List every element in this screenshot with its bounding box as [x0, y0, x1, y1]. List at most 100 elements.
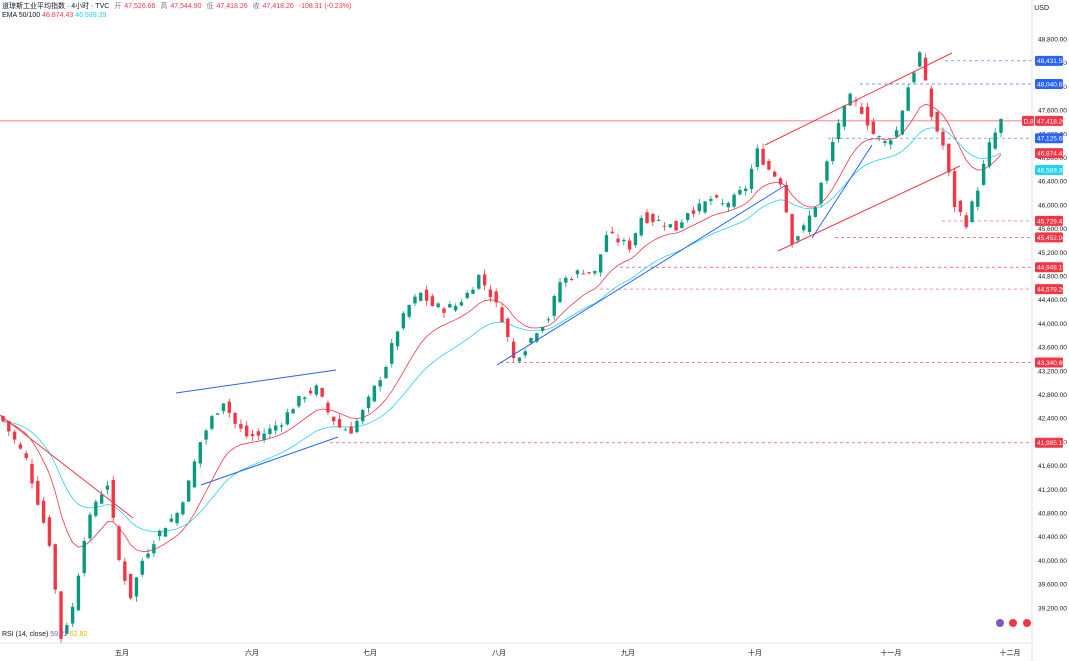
price-label-box [1035, 148, 1063, 159]
candle-body [987, 142, 992, 167]
y-tick-label: 41,200.00 [1038, 487, 1067, 494]
event-flag-icon[interactable] [996, 619, 1004, 627]
symbol-title[interactable]: 道琼斯工业平均指数 · 4小时 · TVC [2, 3, 110, 10]
candle-body [540, 327, 545, 331]
candle-body [94, 501, 98, 516]
candle-body [41, 500, 46, 523]
candle-body [552, 295, 556, 316]
currency-label[interactable]: USD [1034, 5, 1049, 12]
candle-body [685, 213, 690, 220]
y-tick-label: 48,800.00 [1038, 37, 1067, 44]
high-value: 47,544.90 [170, 3, 202, 10]
candle-body [297, 396, 301, 407]
price-label-box [1035, 215, 1063, 226]
candle-body [436, 303, 440, 308]
candle-body [900, 110, 905, 135]
candle-body [430, 296, 435, 307]
candle-body [738, 189, 742, 195]
candle-body [697, 203, 701, 212]
x-tick-label: 五月 [115, 649, 129, 657]
trendline[interactable] [811, 144, 873, 239]
price-label-box [1035, 78, 1063, 89]
candle-body [378, 380, 382, 387]
candle-body [308, 390, 313, 394]
y-tick-label: 41,600.00 [1038, 463, 1067, 470]
candle-body [865, 106, 870, 126]
candle-body [912, 72, 916, 83]
trendline[interactable] [175, 369, 337, 394]
candle-body [651, 213, 655, 223]
open-value: 47,526.66 [124, 3, 156, 10]
price-label: 47,125.65 [1037, 136, 1066, 143]
candle-body [883, 141, 887, 143]
candle-body [477, 274, 481, 289]
price-label-box [1035, 55, 1063, 66]
trendline[interactable] [764, 52, 953, 146]
candle-body [262, 433, 266, 440]
candle-body [152, 544, 156, 554]
ema50-value: 46,874.43 [42, 12, 74, 19]
ema-legend[interactable]: EMA 50/100 46,874.43 46,589.39 [2, 12, 106, 19]
candle-body [372, 385, 377, 402]
x-tick-label: 七月 [363, 648, 377, 657]
candle-body [894, 130, 899, 137]
candle-body [587, 272, 591, 274]
x-tick-label: 六月 [245, 648, 259, 657]
candle-body [390, 343, 394, 364]
candle-body [326, 402, 330, 413]
candle-body [645, 212, 649, 223]
candle-body [871, 121, 876, 135]
candle-body [192, 461, 197, 488]
price-label: 44,579.20 [1037, 286, 1066, 293]
candle-body [517, 357, 522, 362]
candle-body [558, 282, 562, 303]
candle-body [506, 318, 510, 337]
candle-body [419, 292, 423, 301]
candle-body [279, 425, 284, 427]
candle-body [674, 220, 678, 231]
candle-body [123, 561, 127, 581]
rsi-value-1: 59.22 [50, 631, 68, 638]
high-label: 高 [160, 3, 168, 10]
y-tick-label: 43,200.00 [1038, 368, 1067, 375]
candle-body [831, 141, 835, 162]
candle-body [970, 201, 974, 223]
rsi-label: RSI (14, close) [2, 631, 49, 638]
candle-body [935, 112, 939, 132]
candle-body [146, 553, 150, 558]
open-label: 开 [114, 3, 122, 10]
us-flag-icon[interactable] [1009, 619, 1018, 627]
event-flags[interactable] [996, 614, 1032, 632]
candle-body [343, 429, 348, 431]
trendline[interactable] [200, 436, 339, 486]
ema50-line [2, 103, 1002, 552]
trendline[interactable] [777, 165, 961, 252]
low-value: 47,418.26 [216, 3, 248, 10]
candle-body [784, 184, 789, 213]
y-tick-label: 39,600.00 [1038, 582, 1067, 589]
candle-body [239, 424, 243, 429]
candle-body [88, 514, 92, 539]
price-label: 43,340.69 [1037, 360, 1066, 367]
trendline[interactable] [0, 414, 134, 519]
candle-body [999, 118, 1003, 133]
candle-body [384, 366, 388, 379]
y-tick-label: 44,800.00 [1038, 274, 1067, 281]
us-flag-icon[interactable] [1022, 619, 1031, 627]
candle-body [221, 403, 226, 412]
rsi-legend[interactable]: RSI (14, close) 59.22 62.82 [2, 631, 87, 638]
candle-body [181, 502, 185, 515]
candle-body [36, 480, 40, 505]
price-label-box [1035, 164, 1063, 175]
price-label-box [1035, 437, 1063, 448]
candle-body [47, 517, 52, 546]
candle-body [598, 254, 603, 273]
close-label: 收 [252, 3, 260, 10]
candle-body [500, 307, 504, 323]
candle-body [99, 494, 104, 504]
trendline[interactable] [496, 184, 787, 366]
y-tick-label: 44,400.00 [1038, 297, 1067, 304]
candle-body [929, 88, 934, 117]
candle-body [59, 591, 63, 639]
